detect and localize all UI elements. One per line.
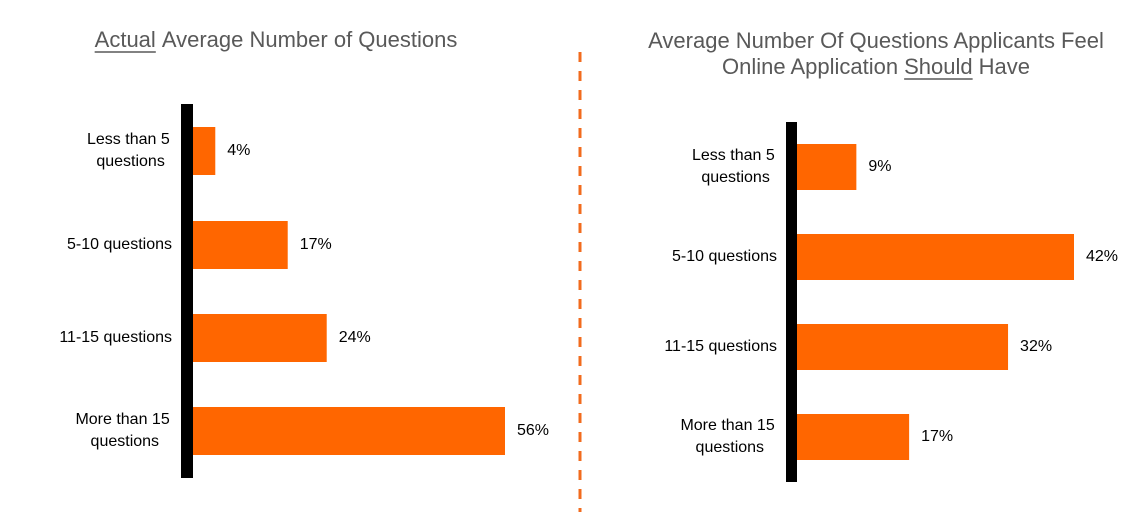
bar (797, 414, 910, 460)
value-label: 17% (300, 236, 332, 253)
category-label: 5-10 questions (67, 236, 172, 253)
category-label: Less than 5 questions (692, 147, 779, 186)
category-label: More than 15 questions (75, 411, 174, 450)
title-segment: Average Number of Questions (162, 27, 458, 52)
value-label: 24% (339, 329, 371, 346)
chart-title: Actual Average Number of Questions (94, 27, 458, 53)
title-segment: Should (904, 54, 973, 79)
value-label: 9% (868, 158, 891, 175)
value-label: 17% (921, 428, 953, 445)
category-label: More than 15 questions (680, 417, 779, 456)
bar (193, 221, 288, 269)
title-segment: Online Application (722, 54, 898, 79)
bar (193, 127, 216, 175)
value-label: 4% (227, 142, 250, 159)
title-segment: Have (979, 54, 1030, 79)
bar (193, 314, 327, 362)
category-label: 5-10 questions (672, 248, 777, 265)
value-label: 56% (517, 422, 549, 439)
chart-title: Online Application Should Have (722, 54, 1030, 80)
value-label: 42% (1086, 248, 1118, 265)
category-label: Less than 5 questions (87, 131, 174, 170)
title-segment: Average Number Of Questions Applicants F… (648, 28, 1104, 53)
axis-line (181, 104, 193, 478)
value-label: 32% (1020, 338, 1052, 355)
category-label: 11-15 questions (59, 329, 172, 346)
category-label: 11-15 questions (664, 338, 777, 355)
bar (193, 407, 505, 455)
title-segment: Actual (95, 27, 156, 52)
bar (797, 144, 857, 190)
bar (797, 324, 1009, 370)
bar (797, 234, 1074, 280)
axis-line (786, 122, 797, 482)
chart-title: Average Number Of Questions Applicants F… (648, 28, 1104, 53)
